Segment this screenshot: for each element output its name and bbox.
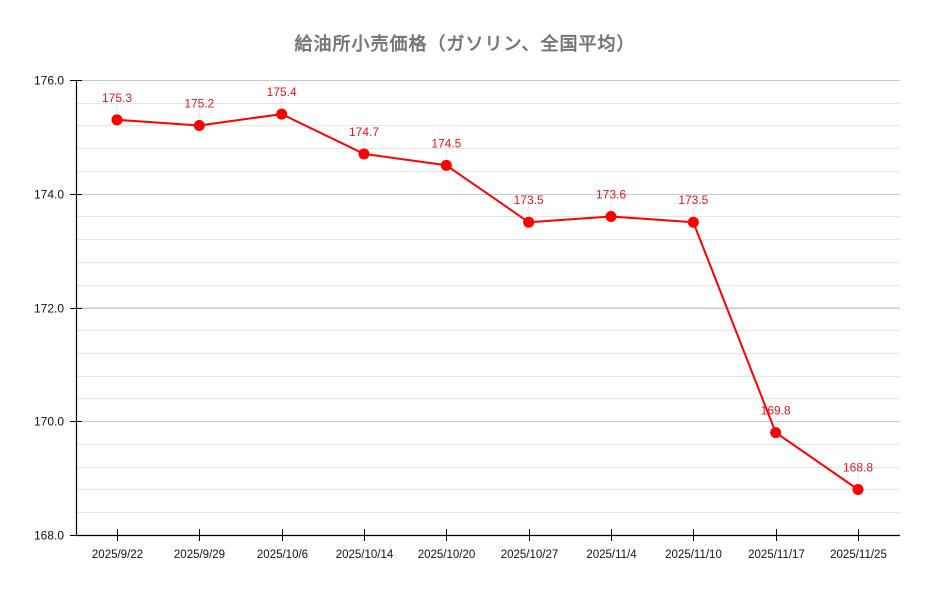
data-label: 174.7: [349, 125, 379, 139]
data-point-marker: [523, 216, 535, 228]
data-point-marker: [687, 216, 699, 228]
x-tick-label: 2025/9/29: [174, 549, 225, 561]
x-tick-label: 2025/9/22: [92, 549, 143, 561]
x-tick-label: 2025/11/10: [665, 549, 722, 561]
data-point-marker: [111, 114, 123, 126]
y-tick-label: 170.0: [34, 415, 64, 429]
x-tick-label: 2025/10/20: [418, 549, 476, 561]
data-point-marker: [770, 427, 782, 439]
data-label: 173.5: [514, 193, 544, 207]
x-tick-label: 2025/10/6: [257, 549, 308, 561]
data-labels: 175.3 175.2 175.4 174.7 174.5 173.5 173.6 173.5…: [102, 85, 873, 484]
data-point-marker: [605, 211, 617, 222]
y-tick-label: 174.0: [34, 188, 64, 202]
data-point-marker: [852, 484, 864, 495]
data-point-marker: [193, 120, 205, 131]
x-tick-label: 2025/11/25: [830, 549, 887, 561]
data-series: [111, 108, 864, 495]
data-point-marker: [440, 159, 452, 171]
chart-title: 給油所小売価格（ガソリン、全国平均）: [294, 34, 636, 55]
data-point-marker: [276, 108, 288, 120]
data-label: 175.3: [102, 91, 132, 105]
y-tick-label: 172.0: [34, 302, 64, 316]
y-tick-label: 176.0: [34, 74, 64, 88]
x-tick-label: 2025/11/4: [586, 549, 637, 561]
data-label: 168.8: [843, 461, 873, 475]
data-label: 175.2: [184, 97, 214, 111]
data-label: 175.4: [267, 85, 297, 99]
data-label: 174.5: [431, 136, 461, 150]
x-tick-label: 2025/11/17: [748, 549, 805, 561]
series-line: [116, 113, 859, 491]
data-label: 173.5: [678, 193, 708, 207]
axes: [75, 80, 900, 537]
data-point-marker: [358, 148, 370, 160]
x-tick-label: 2025/10/14: [336, 549, 394, 561]
x-axis-ticks: 2025/9/22 2025/9/29 2025/10/6 2025/10/14 202…: [92, 529, 887, 561]
y-tick-label: 168.0: [34, 529, 64, 543]
data-label: 173.6: [596, 188, 626, 202]
data-label: 169.8: [761, 404, 791, 418]
x-tick-label: 2025/10/27: [501, 549, 559, 561]
y-axis-ticks: 176.0 174.0 172.0 170.0 168.0: [34, 74, 82, 543]
